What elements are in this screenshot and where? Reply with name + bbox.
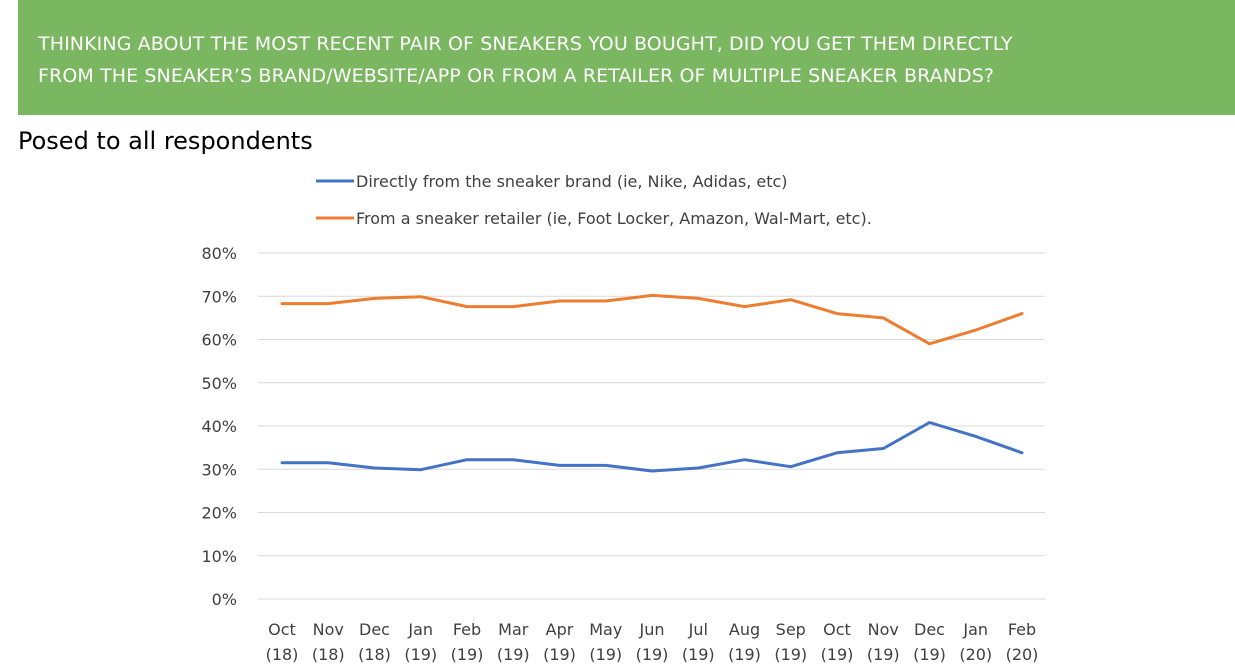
x-tick-label-month: Feb (453, 620, 481, 639)
x-tick-label-month: Mar (498, 620, 529, 639)
x-tick-label-month: Nov (313, 620, 344, 639)
legend: Directly from the sneaker brand (ie, Nik… (316, 172, 872, 228)
y-tick-label: 30% (201, 460, 237, 479)
x-tick-label-year: (19) (728, 645, 761, 664)
question-line-2: FROM THE SNEAKER’S BRAND/WEBSITE/APP OR … (38, 65, 995, 87)
x-tick-label-month: Aug (729, 620, 760, 639)
x-tick-label-year: (18) (266, 645, 299, 664)
x-tick-label-month: May (589, 620, 622, 639)
x-tick-label-year: (19) (913, 645, 946, 664)
x-tick-label-year: (19) (589, 645, 622, 664)
x-axis-ticks: Oct (18) Nov (18) Dec (18) Jan (19) Feb (19) Mar (1… (266, 620, 1039, 664)
x-tick-label-month: Jan (962, 620, 988, 639)
x-tick-label-month: Dec (914, 620, 945, 639)
x-tick-label-month: Feb (1008, 620, 1036, 639)
y-tick-label: 20% (201, 504, 237, 523)
x-tick-label-year: (19) (821, 645, 854, 664)
x-tick-label-year: (19) (774, 645, 807, 664)
y-tick-label: 40% (201, 417, 237, 436)
legend-label-1: Directly from the sneaker brand (ie, Nik… (356, 172, 788, 191)
x-tick-label-year: (19) (867, 645, 900, 664)
x-tick-label-month: Jan (407, 620, 433, 639)
y-tick-label: 60% (201, 331, 237, 350)
x-tick-label-month: Dec (359, 620, 390, 639)
x-tick-label-year: (20) (959, 645, 992, 664)
legend-label-2: From a sneaker retailer (ie, Foot Locker… (356, 209, 872, 228)
y-tick-label: 50% (201, 374, 237, 393)
y-axis-ticks: 0% 10% 20% 30% 40% 50% 60% 70% 80% (201, 244, 237, 609)
question-line-1: THINKING ABOUT THE MOST RECENT PAIR OF S… (38, 33, 1013, 55)
x-tick-label-month: Oct (268, 620, 296, 639)
chart-subtitle: Posed to all respondents (18, 127, 313, 155)
question-banner: THINKING ABOUT THE MOST RECENT PAIR OF S… (18, 0, 1235, 115)
y-tick-label: 0% (212, 590, 237, 609)
x-tick-label-month: Oct (823, 620, 851, 639)
x-tick-label-year: (19) (682, 645, 715, 664)
x-tick-label-month: Jul (688, 620, 708, 639)
x-tick-label-month: Nov (868, 620, 899, 639)
series-line-2 (280, 293, 1024, 346)
y-tick-label: 80% (201, 244, 237, 263)
x-tick-label-month: Sep (776, 620, 806, 639)
series-lines (280, 293, 1024, 473)
series-line-1 (280, 421, 1024, 473)
x-tick-label-year: (19) (497, 645, 530, 664)
x-tick-label-month: Jun (639, 620, 665, 639)
x-tick-label-year: (18) (358, 645, 391, 664)
line-chart: Directly from the sneaker brand (ie, Nik… (201, 172, 1045, 664)
x-tick-label-year: (19) (543, 645, 576, 664)
x-tick-label-year: (20) (1006, 645, 1039, 664)
x-tick-label-year: (19) (451, 645, 484, 664)
x-tick-label-year: (18) (312, 645, 345, 664)
x-tick-label-year: (19) (404, 645, 437, 664)
y-tick-label: 70% (201, 287, 237, 306)
y-tick-label: 10% (201, 547, 237, 566)
x-tick-label-month: Apr (546, 620, 574, 639)
gridlines (258, 252, 1045, 600)
x-tick-label-year: (19) (636, 645, 669, 664)
